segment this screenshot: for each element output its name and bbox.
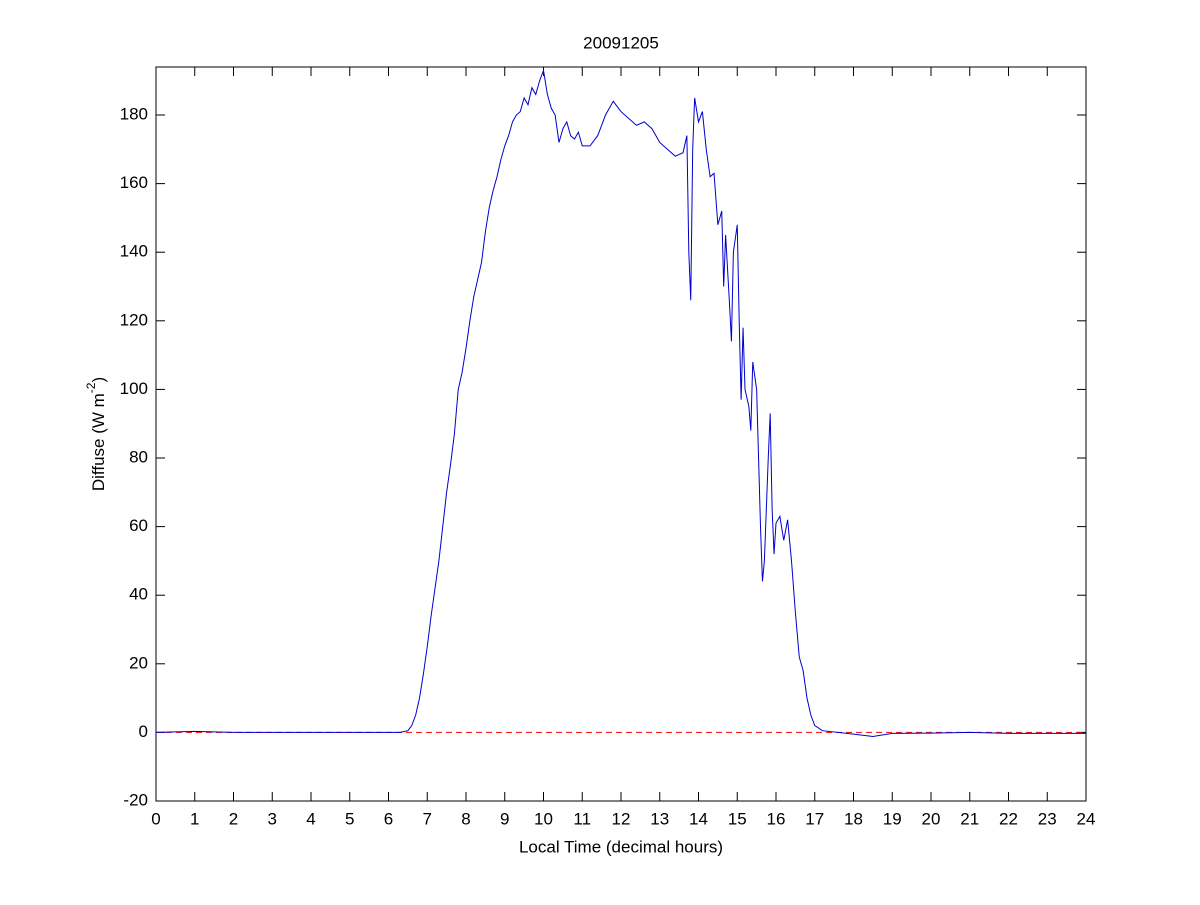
x-axis-label: Local Time (decimal hours) [519,837,723,856]
chart-title: 20091205 [583,33,659,52]
y-label-superscript: -2 [84,382,98,393]
y-tick-label: 180 [120,105,148,124]
x-tick-label: 19 [883,809,902,828]
x-tick-label: 5 [345,809,354,828]
x-tick-label: 13 [650,809,669,828]
x-tick-label: 4 [306,809,315,828]
x-tick-label: 15 [728,809,747,828]
x-tick-label: 6 [384,809,393,828]
x-tick-label: 24 [1077,809,1096,828]
x-tick-label: 9 [500,809,509,828]
x-tick-label: 14 [689,809,708,828]
x-tick-label: 2 [229,809,238,828]
y-label-suffix: ) [89,377,108,383]
y-tick-label: -20 [123,790,148,809]
y-tick-label: 0 [139,722,148,741]
x-tick-label: 20 [922,809,941,828]
y-tick-label: 140 [120,242,148,261]
y-tick-label: 120 [120,310,148,329]
y-tick-label: 100 [120,379,148,398]
x-tick-label: 18 [844,809,863,828]
y-tick-label: 80 [129,447,148,466]
x-tick-label: 10 [534,809,553,828]
x-tick-label: 23 [1038,809,1057,828]
x-tick-label: 12 [612,809,631,828]
x-tick-label: 0 [151,809,160,828]
plot-area [155,66,1087,802]
plot-layer [156,68,1086,738]
data-line [156,68,1086,738]
y-axis-label: Diffuse (W m-2) [84,377,108,491]
y-tick-label: 40 [129,585,148,604]
y-label-text: Diffuse (W m [89,393,108,491]
x-tick-label: 8 [461,809,470,828]
x-tick-label: 21 [960,809,979,828]
y-tick-label: 20 [129,653,148,672]
x-tick-label: 1 [190,809,199,828]
x-tick-label: 17 [805,809,824,828]
x-tick-label: 22 [999,809,1018,828]
y-tick-label: 160 [120,173,148,192]
x-tick-label: 16 [767,809,786,828]
x-tick-label: 11 [573,809,591,828]
x-tick-label: 3 [268,809,277,828]
x-tick-label: 7 [423,809,432,828]
y-tick-label: 60 [129,516,148,535]
